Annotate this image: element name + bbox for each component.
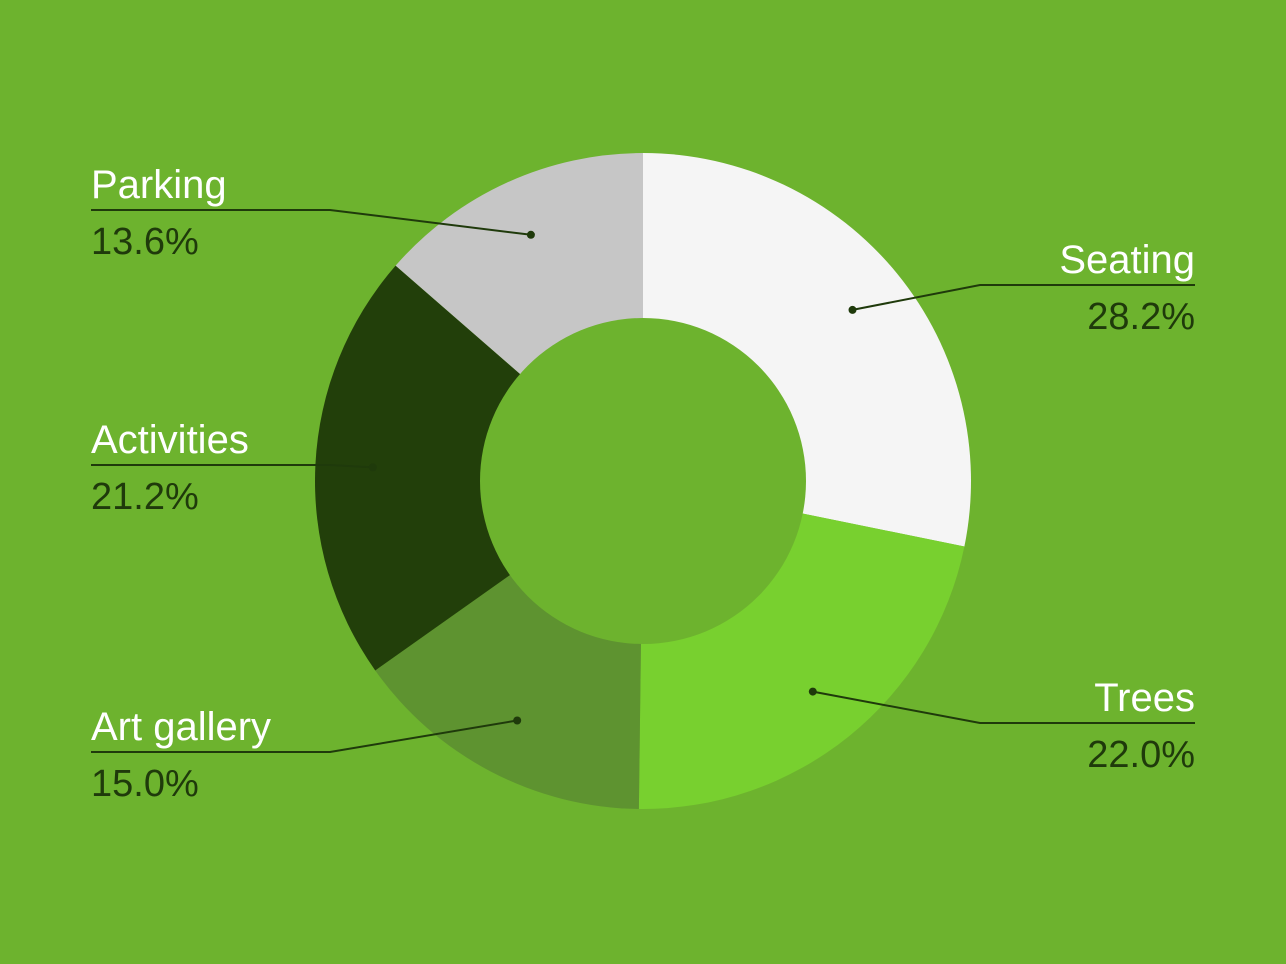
slice-value-label-trees: 22.0%: [1087, 734, 1195, 776]
leader-dot-parking: [526, 230, 535, 239]
slice-label-art-gallery: Art gallery: [91, 705, 271, 749]
leader-dot-trees: [808, 687, 817, 696]
leader-dot-seating: [848, 305, 857, 314]
slice-activities: [315, 265, 643, 671]
leader-dot-art-gallery: [513, 716, 522, 725]
leader-line-parking: [91, 209, 532, 236]
slice-value-label-art-gallery: 15.0%: [91, 763, 199, 805]
leader-line-seating: [852, 284, 1195, 311]
slice-label-trees: Trees: [1094, 676, 1195, 720]
slice-value-label-seating: 28.2%: [1087, 296, 1195, 338]
leader-line-trees: [812, 690, 1195, 724]
slice-value-label-parking: 13.6%: [91, 221, 199, 263]
leader-dot-activities: [368, 463, 377, 472]
labels-layer: Seating 28.2% Trees 22.0% Art gallery 15.0% Ac…: [91, 163, 1195, 805]
slice-label-activities: Activities: [91, 418, 249, 462]
slice-label-parking: Parking: [91, 163, 227, 207]
leader-line-art-gallery: [91, 719, 518, 753]
slice-label-seating: Seating: [1059, 238, 1195, 282]
leader-line-activities: [91, 464, 373, 469]
slice-value-label-activities: 21.2%: [91, 476, 199, 518]
donut-hole: [480, 318, 806, 644]
